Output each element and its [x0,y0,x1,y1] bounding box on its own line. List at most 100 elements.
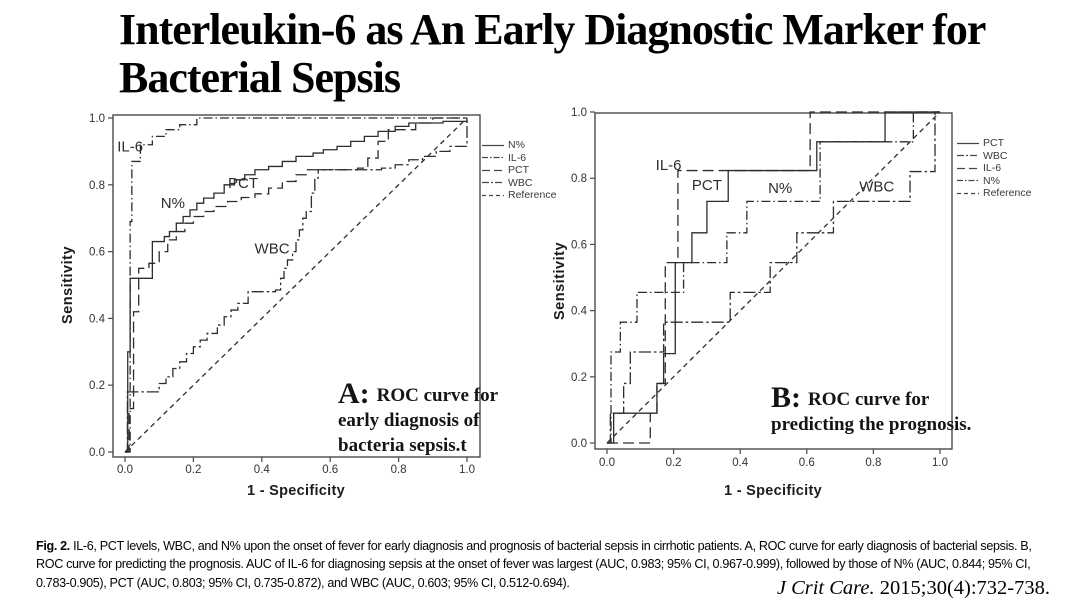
legend-a: N% IL-6 PCT WBC Reference [482,139,556,202]
curve-label-pct: PCT [692,177,722,194]
legend-label: Reference [508,189,557,202]
x-tick-label: 0.0 [117,464,133,476]
legend-item-il-6: IL-6 [957,162,1031,175]
y-axis-label-a: Sensitivity [60,245,76,325]
roc-curve-il-6 [125,117,467,453]
x-tick-label: 0.2 [185,464,201,476]
legend-item-n: N% [957,175,1031,188]
y-tick-label: 0.2 [89,380,105,392]
panel-b-annotation-line2: predicting the prognosis. [771,414,972,435]
plot-frame [594,112,953,450]
n-line-swatch [957,180,979,182]
roc-plot-b: 0.0 0.2 0.4 0.6 0.8 1.0 0.0 0.2 0.4 0.6 0.8 1.0 IL-6… [571,107,953,469]
wbc-line-swatch [482,182,504,184]
y-tick-label: 0.8 [571,173,587,185]
pct-line-swatch [482,169,504,171]
panel-b-letter: B: [771,381,801,414]
curve-label-il-6: IL-6 [117,138,143,155]
x-tick-label: 0.6 [799,457,815,469]
curve-label-pct: PCT [228,175,258,192]
legend-item-n: N% [482,139,556,152]
panel-b-annotation-line1: ROC curve for [808,389,930,410]
legend-label: WBC [508,176,533,189]
roc-chart-panel-b: 0.0 0.2 0.4 0.6 0.8 1.0 0.0 0.2 0.4 0.6 0.8 1.0 IL-6… [545,95,1080,515]
legend-label: PCT [508,164,529,177]
legend-item-reference: Reference [482,189,556,202]
reference-line-swatch [482,194,504,196]
curve-label-il-6: IL-6 [656,157,682,174]
x-tick-label: 0.4 [254,464,271,476]
page-title: Interleukin-6 as An Early Diagnostic Mar… [119,6,1019,102]
roc-curve-pct [125,117,467,453]
roc-curve-il-6 [607,111,940,444]
x-tick-label: 1.0 [459,464,475,476]
y-tick-label: 1.0 [571,107,587,119]
curve-label-wbc: WBC [255,240,290,257]
citation-details: 2015;30(4):732-738. [874,577,1050,599]
legend-item-pct: PCT [482,164,556,177]
legend-label: N% [983,174,1000,187]
curve-label-n: N% [768,180,792,197]
y-tick-label: 0.4 [571,306,588,318]
x-tick-label: 0.6 [322,464,338,476]
plot-frame [112,114,481,458]
y-tick-label: 0.4 [89,313,106,325]
x-tick-label: 0.0 [599,457,615,469]
reference-line-swatch [957,192,979,194]
roc-curve-n [607,111,940,444]
y-axis-label-b: Sensitivity [552,241,568,321]
legend-item-reference: Reference [957,187,1031,200]
figure-caption-text: IL-6, PCT levels, WBC, and N% upon the o… [36,538,1032,590]
legend-item-wbc: WBC [482,177,556,190]
y-tick-label: 0.0 [571,438,587,450]
legend-item-pct: PCT [957,137,1031,150]
curve-label-wbc: WBC [859,178,894,195]
y-tick-label: 0.2 [571,372,587,384]
legend-label: IL-6 [983,162,1002,175]
legend-label: PCT [983,137,1004,150]
roc-plot-a: 0.0 0.2 0.4 0.6 0.8 1.0 0.0 0.2 0.4 0.6 0.8 1.0 IL-6… [89,113,481,476]
journal-name: J Crit Care. [776,577,875,599]
y-tick-label: 0.0 [89,447,105,459]
roc-curve-wbc [125,118,468,453]
page-title-line2: Bacterial Sepsis [119,53,401,102]
journal-citation: J Crit Care. 2015;30(4):732-738. [777,577,1050,600]
y-tick-label: 0.8 [89,180,105,192]
roc-curve-reference [124,117,468,453]
x-axis-label-a: 1 - Specificity [247,483,345,499]
panel-a-letter: A: [338,377,370,410]
legend-b: PCT WBC IL-6 N% Reference [957,137,1031,200]
roc-curve-n [125,118,468,453]
il-6-line-swatch [482,157,504,159]
x-tick-label: 0.4 [732,457,749,469]
y-tick-label: 0.6 [571,239,587,251]
legend-item-il-6: IL-6 [482,152,556,165]
x-axis-label-b: 1 - Specificity [724,483,822,499]
legend-item-wbc: WBC [957,150,1031,163]
legend-label: IL-6 [508,151,527,164]
x-tick-label: 0.8 [865,457,881,469]
figure-caption-label: Fig. 2. [36,538,70,553]
x-tick-label: 1.0 [932,457,948,469]
pct-line-swatch [957,142,979,144]
legend-label: WBC [983,149,1008,162]
roc-chart-panel-a: 0.0 0.2 0.4 0.6 0.8 1.0 0.0 0.2 0.4 0.6 0.8 1.0 IL-6… [30,95,565,515]
n-line-swatch [482,144,504,146]
legend-label: Reference [983,187,1032,200]
wbc-line-swatch [957,155,979,157]
panel-a-annotation-line3: bacteria sepsis.t [338,435,467,456]
x-tick-label: 0.2 [666,457,682,469]
y-tick-label: 0.6 [89,247,105,259]
curve-label-n: N% [161,195,185,212]
figure-caption: Fig. 2. IL-6, PCT levels, WBC, and N% up… [36,537,1048,593]
page-title-line1: Interleukin-6 as An Early Diagnostic Mar… [119,5,986,54]
roc-curve-reference [606,111,941,444]
panel-a-annotation: A: ROC curve for early diagnosis of bacte… [338,379,498,458]
legend-label: N% [508,139,525,152]
panel-b-annotation: B: ROC curve for predicting the prognosis… [771,383,972,437]
y-tick-label: 1.0 [89,113,105,125]
x-tick-label: 0.8 [391,464,407,476]
panel-a-annotation-line2: early diagnosis of [338,410,480,431]
il-6-line-swatch [957,167,979,169]
